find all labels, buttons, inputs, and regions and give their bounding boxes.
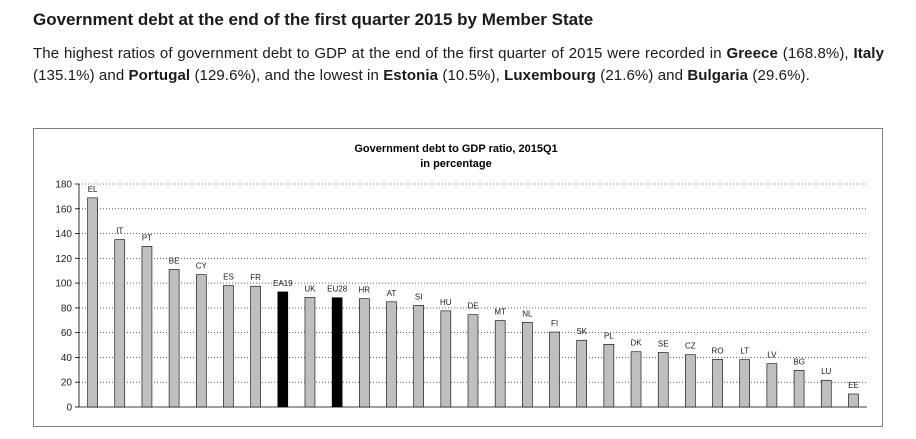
bar-ee [848,393,859,408]
intro-text: (168.8%), [777,45,854,62]
bar-label-hu: HU [440,298,452,307]
bar-bg [793,370,805,408]
bar-dk [630,351,642,408]
bar-label-cz: CZ [685,342,696,351]
y-tick-label: 60 [61,328,73,339]
bar-pt [141,246,153,408]
page-heading: Government debt at the end of the first … [33,10,594,29]
y-tick-label: 160 [55,204,72,215]
intro-text: (29.6%). [748,67,810,84]
bar-label-es: ES [223,273,234,282]
bar-labels: EL IT PT BE CY ES FR EA19 UK EU28 HR AT SI HU DE MT NL FI… [88,185,859,390]
bar-label-eu28: EU28 [327,285,348,294]
country-luxembourg: Luxembourg [504,67,596,84]
bar-el [87,197,98,408]
chart-title: Government debt to GDP ratio, 2015Q1 [354,143,557,155]
bar-label-de: DE [467,302,478,311]
bar-label-si: SI [415,292,423,301]
bar-label-ea19: EA19 [273,279,293,288]
bar-label-fr: FR [250,273,261,282]
bar-mt [494,320,506,408]
intro-text: (21.6%) and [595,67,688,84]
bar-label-be: BE [169,256,180,265]
bar-ea19 [277,291,289,408]
bar-label-dk: DK [630,339,642,348]
y-tick-label: 100 [55,279,72,290]
country-estonia: Estonia [383,67,439,84]
bar-label-se: SE [658,339,669,348]
bar-uk [304,297,316,408]
bar-cy [195,274,207,408]
bar-label-mt: MT [494,308,506,317]
bar-nl [522,321,533,408]
bar-be [168,269,180,408]
bar-label-uk: UK [304,284,316,293]
y-tick-label: 80 [61,303,73,314]
bar-hu [440,310,452,408]
bar-it [114,239,126,408]
intro-text: The highest ratios of government debt to… [33,45,727,62]
bar-label-at: AT [387,289,397,298]
bar-hr [359,298,370,408]
bars [87,197,859,408]
bar-label-hr: HR [359,286,371,295]
bar-cz [685,354,696,408]
y-axis: 0 20 40 60 80 100 120 140 160 180 [55,180,867,414]
bar-label-fi: FI [551,319,558,328]
bar-label-it: IT [116,227,123,236]
y-tick-label: 140 [55,229,72,240]
y-tick-label: 40 [61,353,73,364]
y-tick-label: 120 [55,254,72,265]
y-tick-label: 180 [55,180,72,191]
bar-label-lt: LT [740,347,749,356]
intro-text: (129.6%), and the lowest in [190,67,384,84]
bar-label-el: EL [88,185,98,194]
bar-label-lv: LV [767,351,777,360]
bar-at [386,301,397,408]
country-bulgaria: Bulgaria [687,67,749,84]
intro-text: (135.1%) and [33,67,129,84]
intro-text: (10.5%), [438,67,505,84]
bar-lv [766,363,778,408]
bar-label-ee: EE [848,381,859,390]
bar-label-pl: PL [604,331,614,340]
y-tick-label: 20 [61,378,73,389]
chart-subtitle: in percentage [420,158,492,170]
bar-label-lu: LU [821,367,831,376]
bar-label-pt: PT [142,233,152,242]
bar-lu [820,379,832,408]
bar-si [413,305,424,408]
bar-label-bg: BG [793,357,805,366]
bar-de [467,314,479,408]
bar-lt [739,359,751,408]
bar-eu28 [331,297,343,408]
country-greece: Greece [726,45,778,62]
bar-fi [549,331,560,408]
bar-se [657,352,669,408]
bar-label-ro: RO [712,346,724,355]
country-italy: Italy [853,45,885,62]
y-tick-label: 0 [66,403,72,414]
bar-label-nl: NL [522,309,533,318]
bar-label-sk: SK [576,327,587,336]
bar-pl [603,344,615,408]
bar-chart: Government debt to GDP ratio, 2015Q1 in … [55,143,867,414]
country-portugal: Portugal [128,67,191,84]
bar-ro [712,359,723,408]
bar-label-cy: CY [196,262,208,271]
bar-sk [576,339,587,408]
bar-es [223,285,234,408]
chart-frame: Government debt to GDP ratio, 2015Q1 in … [33,128,883,427]
bar-fr [250,285,261,408]
intro-paragraph: The highest ratios of government debt to… [33,43,884,87]
